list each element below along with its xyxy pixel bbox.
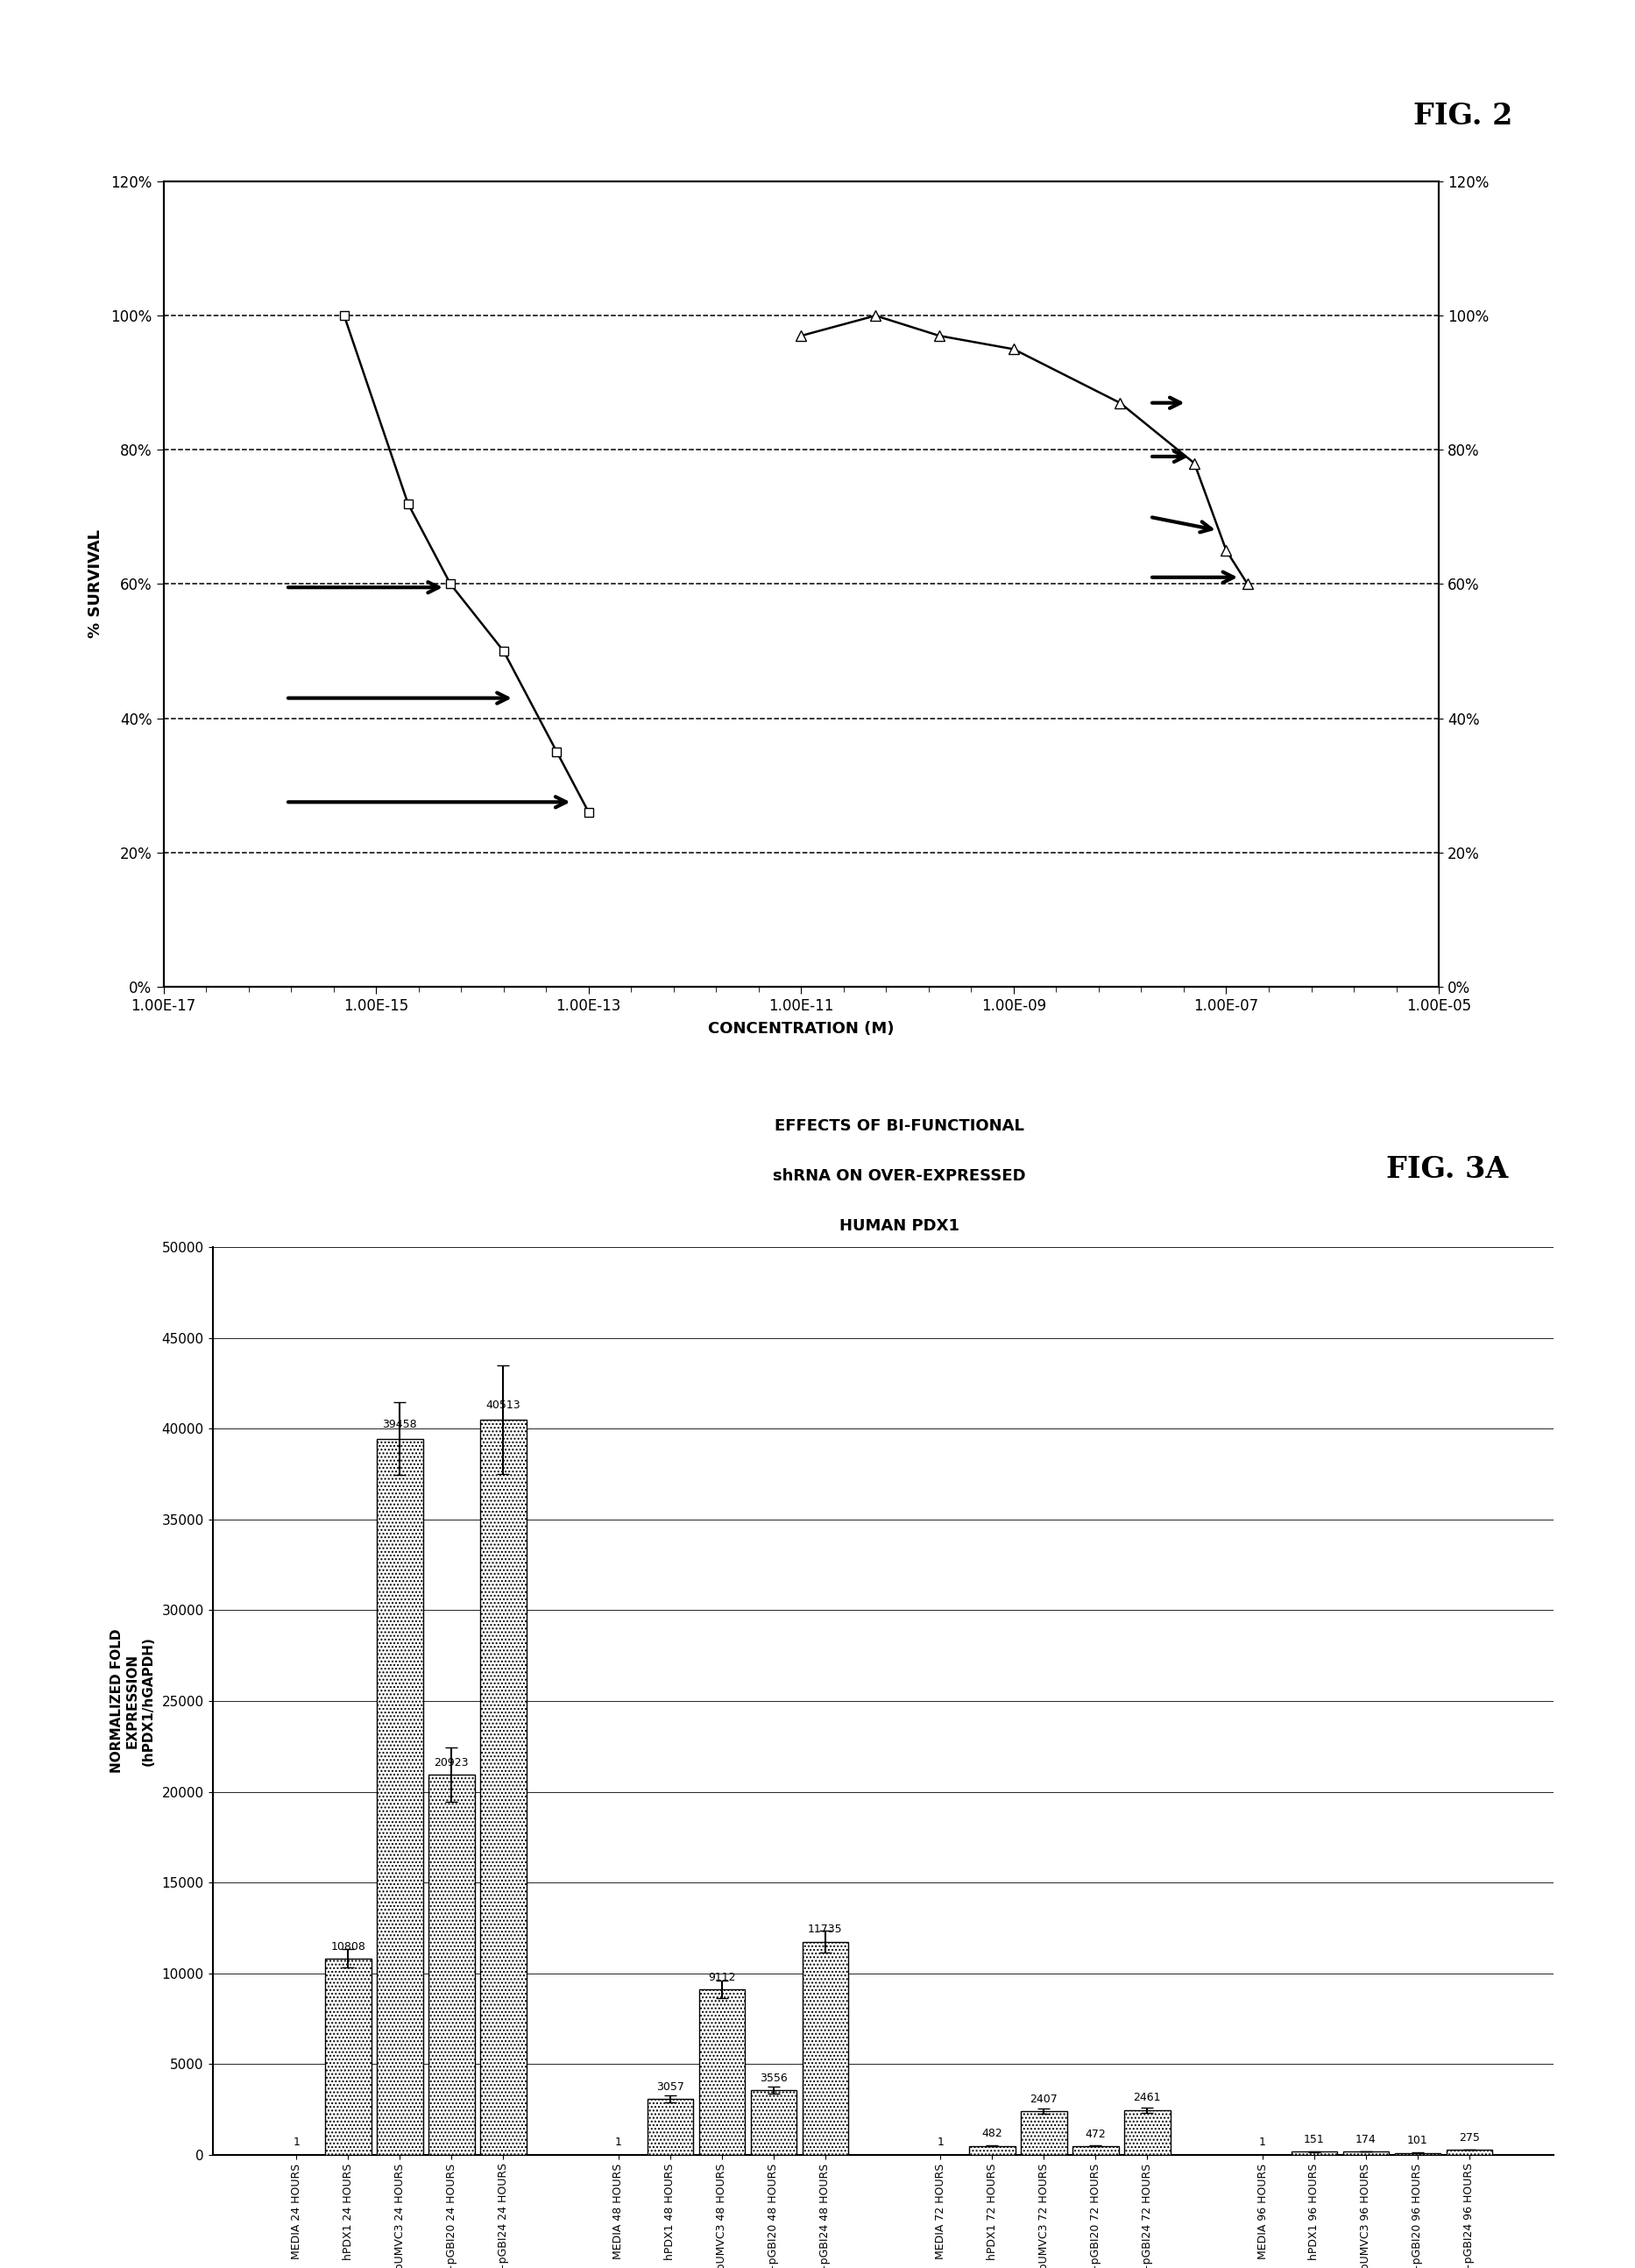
Text: 11735: 11735 xyxy=(808,1923,842,1935)
Text: 20923: 20923 xyxy=(435,1758,469,1769)
Text: 2461: 2461 xyxy=(1133,2091,1161,2105)
Bar xyxy=(1248,181,1300,987)
Bar xyxy=(1342,2152,1390,2155)
Text: 10808: 10808 xyxy=(330,1941,366,1953)
Bar xyxy=(280,181,334,987)
Bar xyxy=(698,1989,746,2155)
Text: 482: 482 xyxy=(983,2127,1002,2139)
Text: 174: 174 xyxy=(1355,2134,1377,2146)
Text: HUMAN PDX1: HUMAN PDX1 xyxy=(839,1218,960,1234)
Text: 1: 1 xyxy=(293,2136,299,2148)
Text: FIG. 2: FIG. 2 xyxy=(1414,102,1512,132)
Text: 1: 1 xyxy=(937,2136,943,2148)
Bar xyxy=(428,1776,474,2155)
Text: 472: 472 xyxy=(1086,2127,1105,2139)
Bar xyxy=(325,1960,371,2155)
Text: 101: 101 xyxy=(1408,2134,1427,2146)
Text: 151: 151 xyxy=(1303,2134,1324,2146)
Text: 275: 275 xyxy=(1458,2132,1480,2143)
Bar xyxy=(1125,2109,1171,2155)
Text: EFFECTS OF BI-FUNCTIONAL: EFFECTS OF BI-FUNCTIONAL xyxy=(775,1118,1024,1134)
Bar xyxy=(970,2146,1015,2155)
Bar xyxy=(1073,2146,1118,2155)
Bar xyxy=(647,2100,693,2155)
Bar xyxy=(1447,2150,1493,2155)
Text: 40513: 40513 xyxy=(486,1399,520,1411)
Text: shRNA ON OVER-EXPRESSED: shRNA ON OVER-EXPRESSED xyxy=(773,1168,1025,1184)
Bar xyxy=(1292,2152,1337,2155)
Text: 1: 1 xyxy=(615,2136,621,2148)
Text: 9112: 9112 xyxy=(708,1971,736,1982)
Text: 3556: 3556 xyxy=(760,2073,788,2084)
Bar xyxy=(803,1941,849,2155)
Y-axis label: % SURVIVAL: % SURVIVAL xyxy=(87,531,103,637)
Text: FIG. 3A: FIG. 3A xyxy=(1386,1154,1507,1184)
Text: 1: 1 xyxy=(1259,2136,1265,2148)
Text: 39458: 39458 xyxy=(383,1420,417,1431)
Bar xyxy=(1020,2112,1068,2155)
Text: 2407: 2407 xyxy=(1030,2093,1058,2105)
X-axis label: CONCENTRATION (M): CONCENTRATION (M) xyxy=(708,1021,894,1036)
Text: 3057: 3057 xyxy=(656,2082,683,2093)
Bar xyxy=(376,1438,423,2155)
Bar xyxy=(750,2091,796,2155)
Y-axis label: NORMALIZED FOLD
EXPRESSION
(hPDX1/hGAPDH): NORMALIZED FOLD EXPRESSION (hPDX1/hGAPDH… xyxy=(111,1628,154,1774)
Bar xyxy=(481,1420,526,2155)
